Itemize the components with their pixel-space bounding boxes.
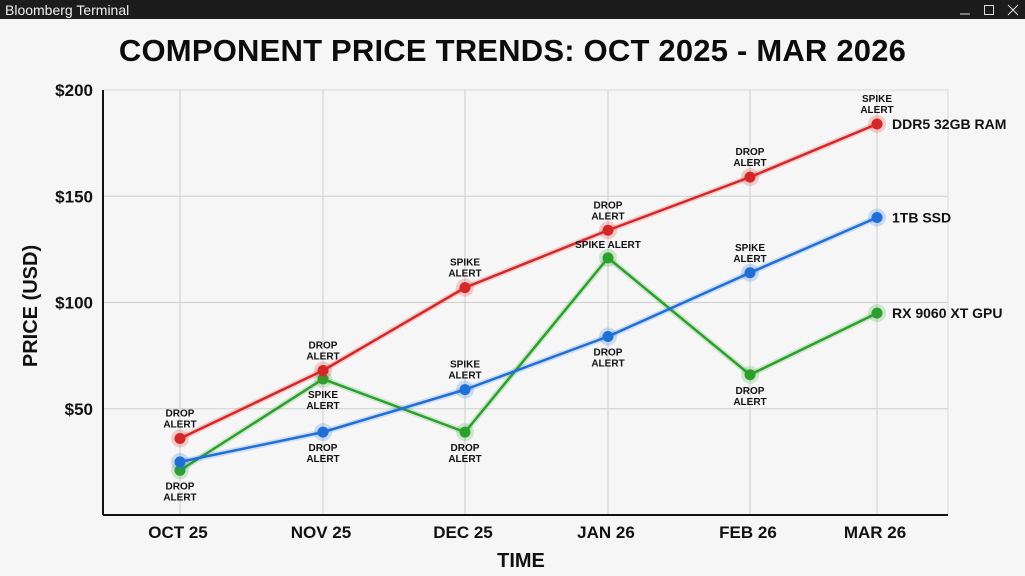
data-point <box>871 118 883 130</box>
x-axis-label: TIME <box>497 550 545 572</box>
alert-annotation: SPIKE ALERT <box>860 94 893 116</box>
alert-annotation-word: ALERT <box>733 397 766 408</box>
data-point <box>174 433 186 444</box>
grid <box>103 89 949 515</box>
alert-annotation: DROP ALERT <box>591 348 624 370</box>
series-label: 1TB SSD <box>892 210 951 226</box>
x-tick-label: DEC 25 <box>433 523 493 542</box>
alert-annotation: SPIKE ALERT <box>448 360 481 382</box>
alert-annotation: SPIKE ALERT <box>306 390 339 412</box>
alert-annotation: DROP ALERT <box>591 200 624 222</box>
alert-annotation-word: ALERT <box>306 454 339 465</box>
data-point <box>174 464 186 476</box>
minimize-icon[interactable] <box>953 0 977 19</box>
line-chart: $50 $100 $150 $200 OCT 25 NOV 25 DEC 25 JAN 26 F… <box>20 81 1006 572</box>
x-tick-label: FEB 26 <box>719 523 777 542</box>
alert-annotation-word: SPIKE <box>308 390 338 401</box>
alert-annotation-word: ALERT <box>860 105 893 116</box>
data-point <box>602 224 614 236</box>
data-point <box>744 171 756 183</box>
data-point <box>602 331 614 342</box>
alert-annotation-word: DROP <box>451 443 480 454</box>
alert-annotation: SPIKE ALERT <box>733 243 766 265</box>
alert-annotation: DROP ALERT <box>306 341 339 363</box>
series-line <box>179 122 878 440</box>
y-tick-label: $200 <box>55 81 93 100</box>
data-point <box>317 426 329 438</box>
window-title: Bloomberg Terminal <box>5 1 130 18</box>
close-icon[interactable] <box>1001 0 1025 19</box>
x-tick-label: JAN 26 <box>577 523 635 542</box>
alert-annotation: DROP ALERT <box>163 409 196 431</box>
alert-annotation-word: ALERT <box>448 269 481 280</box>
alert-annotation-word: DROP <box>166 409 195 420</box>
series-line <box>179 216 878 464</box>
alert-annotation-word: SPIKE <box>450 258 480 269</box>
data-point <box>317 373 329 385</box>
alert-annotation-word: ALERT <box>163 420 196 431</box>
y-tick-label: $150 <box>55 187 93 206</box>
alert-annotation-word: ALERT <box>306 352 339 363</box>
series: RX 9060 XT GPU 1TB SSD DDR5 32GB RAM <box>171 115 1006 480</box>
alert-annotation-word: ALERT <box>733 158 766 169</box>
x-tick-label: NOV 25 <box>291 523 351 542</box>
alert-annotation-word: SPIKE <box>862 94 892 105</box>
alert-annotation-word: ALERT <box>448 371 481 382</box>
data-point <box>602 252 614 264</box>
maximize-icon[interactable] <box>977 0 1001 19</box>
y-tick-label: $100 <box>55 294 93 313</box>
alert-annotation-word: DROP <box>736 386 765 397</box>
data-point <box>871 212 883 223</box>
alert-annotation: DROP ALERT <box>163 481 196 503</box>
series-line-glow <box>179 214 879 465</box>
x-tick-label: OCT 25 <box>148 523 208 542</box>
alert-annotation-word: DROP <box>736 147 765 158</box>
alert-annotation: DROP ALERT <box>733 147 766 169</box>
chart-title: COMPONENT PRICE TRENDS: OCT 2025 - MAR 2… <box>118 33 907 68</box>
series-label: DDR5 32GB RAM <box>892 116 1006 132</box>
data-point <box>317 365 329 376</box>
alert-annotation-word: ALERT <box>733 254 766 265</box>
alert-annotation-word: ALERT <box>591 359 624 370</box>
data-point <box>459 426 471 438</box>
alert-annotation-word: ALERT <box>591 211 624 222</box>
data-point <box>174 456 186 468</box>
chart-panel: COMPONENT PRICE TRENDS: OCT 2025 - MAR 2… <box>0 19 1025 576</box>
alert-annotation-word: DROP <box>309 443 338 454</box>
alert-annotation-word: ALERT <box>163 492 196 503</box>
alert-annotation: DROP ALERT <box>448 443 481 465</box>
alert-annotation-word: ALERT <box>448 454 481 465</box>
data-point <box>459 282 471 294</box>
data-point <box>744 267 756 279</box>
series-line <box>179 256 878 472</box>
y-axis-label: PRICE (USD) <box>20 245 42 367</box>
title-bar: Bloomberg Terminal <box>0 0 1025 19</box>
alert-annotation: SPIKE ALERT <box>448 258 481 280</box>
y-tick-label: $50 <box>65 400 93 419</box>
axes: $50 $100 $150 $200 OCT 25 NOV 25 DEC 25 JAN 26 F… <box>55 81 948 542</box>
alert-annotation-word: DROP <box>166 481 195 492</box>
series-label: RX 9060 XT GPU <box>892 305 1003 321</box>
data-point <box>459 384 471 396</box>
alert-annotation-word: DROP <box>594 348 623 359</box>
alert-annotation: SPIKE ALERT <box>575 240 641 251</box>
window-controls <box>953 0 1025 19</box>
series-line-glow <box>178 121 879 442</box>
alert-annotation: DROP ALERT <box>306 443 339 465</box>
alert-annotation: DROP ALERT <box>733 386 766 408</box>
alert-annotation-word: DROP <box>594 200 623 211</box>
alert-annotation-word: SPIKE <box>735 243 765 254</box>
alert-annotation-word: ALERT <box>306 401 339 412</box>
x-tick-label: MAR 26 <box>844 523 906 542</box>
alert-annotation-word: SPIKE <box>450 360 480 371</box>
data-point <box>744 369 756 381</box>
alert-annotation-word: DROP <box>309 341 338 352</box>
data-point <box>871 307 883 319</box>
